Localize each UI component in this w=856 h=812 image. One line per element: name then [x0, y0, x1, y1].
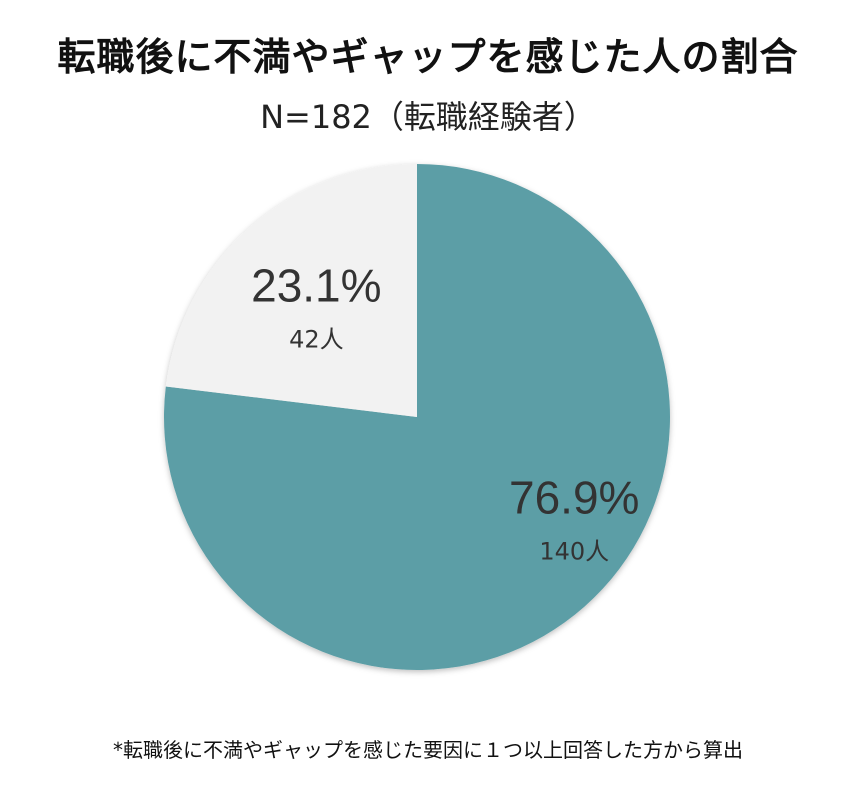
slice-count-label-1: 42人	[289, 325, 344, 353]
pie-slice-1	[165, 164, 417, 417]
chart-subtitle: N=182（転職経験者）	[260, 98, 596, 136]
pie-chart: 76.9% 140人 23.1% 42人	[164, 164, 671, 671]
pie-slice-0	[164, 164, 671, 671]
slice-percent-label-1: 23.1%	[251, 259, 381, 311]
slice-count-label-0: 140人	[539, 537, 609, 565]
footnote: *転職後に不満やギャップを感じた要因に１つ以上回答した方から算出	[113, 738, 743, 762]
slice-percent-label-0: 76.9%	[509, 471, 639, 523]
chart-title: 転職後に不満やギャップを感じた人の割合	[57, 35, 799, 79]
